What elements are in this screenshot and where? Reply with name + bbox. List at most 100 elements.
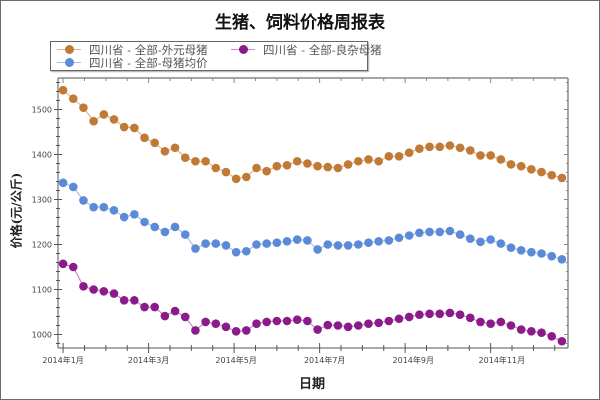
data-point-s0-40	[465, 146, 475, 155]
data-point-s1-44	[506, 321, 516, 330]
data-point-s1-48	[547, 332, 557, 341]
data-point-s1-40	[465, 313, 475, 323]
data-point-s2-43	[496, 239, 506, 248]
data-point-s0-48	[547, 170, 557, 180]
data-point-s1-49	[557, 336, 567, 346]
data-point-s2-19	[252, 240, 261, 249]
data-point-s2-2	[79, 196, 88, 205]
data-point-s1-16	[221, 322, 231, 332]
data-point-s1-12	[180, 312, 190, 322]
y-tick-label: 1000	[32, 331, 52, 340]
data-point-s2-7	[130, 210, 139, 219]
data-point-s2-39	[455, 230, 465, 239]
data-point-s2-27	[333, 241, 343, 250]
data-point-s0-7	[130, 123, 139, 133]
data-point-s0-1	[68, 94, 78, 103]
x-tick-label: 2014年9月	[393, 355, 434, 365]
data-point-s0-29	[353, 156, 363, 166]
data-point-s0-21	[272, 161, 282, 171]
data-point-s0-24	[303, 159, 312, 168]
data-point-s1-27	[333, 321, 343, 330]
data-point-s2-6	[119, 212, 129, 222]
data-point-s2-5	[109, 206, 119, 215]
data-point-s0-49	[557, 173, 567, 183]
data-point-s0-31	[374, 156, 383, 166]
data-point-s0-42	[486, 151, 495, 160]
data-point-s1-4	[99, 287, 109, 296]
data-point-s0-46	[527, 165, 536, 174]
legend-item-waiyuan: 四川省 - 全部-外元母猪	[57, 43, 208, 57]
data-point-s0-10	[160, 147, 170, 156]
data-point-s1-29	[353, 321, 363, 330]
data-point-s2-40	[465, 234, 475, 243]
data-point-s1-14	[201, 317, 210, 327]
data-point-s1-22	[282, 316, 292, 326]
data-point-s2-49	[557, 255, 567, 264]
data-point-s2-10	[160, 227, 170, 237]
data-point-s1-46	[527, 327, 536, 336]
y-tick-label: 1300	[32, 196, 52, 205]
data-point-s2-12	[180, 230, 190, 239]
data-point-s1-37	[435, 309, 445, 319]
data-point-s2-29	[353, 240, 363, 249]
data-point-s0-15	[211, 163, 221, 173]
data-point-s1-2	[79, 282, 88, 291]
legend-marker-icon	[231, 43, 255, 56]
data-point-s1-41	[476, 317, 485, 327]
data-point-s2-32	[384, 236, 394, 245]
y-tick-label: 1500	[32, 106, 52, 115]
data-point-s2-11	[170, 222, 180, 232]
data-point-s2-16	[221, 241, 231, 250]
x-tick-label: 2014年11月	[479, 355, 526, 365]
data-point-s0-4	[99, 110, 109, 119]
data-point-s1-43	[496, 317, 506, 327]
x-tick-label: 2014年7月	[304, 355, 345, 365]
data-point-s2-36	[425, 227, 434, 237]
data-point-s0-33	[394, 152, 404, 161]
data-point-s0-22	[282, 161, 292, 170]
data-point-s2-48	[547, 251, 557, 261]
data-point-s2-33	[394, 233, 404, 243]
data-point-s0-12	[180, 153, 190, 162]
legend-label: 四川省 - 全部-母猪均价	[89, 55, 208, 70]
data-point-s2-20	[262, 239, 271, 248]
data-point-s0-5	[109, 115, 119, 124]
data-point-s2-18	[242, 246, 251, 256]
y-tick-label: 1400	[32, 151, 52, 160]
data-point-s0-44	[506, 160, 516, 169]
data-point-s2-28	[343, 241, 353, 250]
data-point-s1-5	[109, 289, 119, 298]
data-point-s0-17	[231, 174, 241, 184]
data-point-s1-9	[150, 302, 160, 312]
data-point-s1-7	[130, 296, 139, 305]
data-point-s0-9	[150, 138, 160, 148]
data-point-s0-25	[313, 161, 322, 171]
data-point-s2-25	[313, 245, 322, 254]
data-point-s2-31	[374, 237, 383, 246]
data-point-s2-45	[516, 246, 526, 255]
data-point-s1-28	[343, 322, 353, 332]
legend-label: 四川省 - 全部-良杂母猪	[263, 42, 382, 57]
data-point-s2-17	[231, 247, 241, 257]
data-point-s0-30	[364, 155, 373, 164]
data-point-s2-3	[89, 202, 98, 212]
data-point-s0-14	[201, 156, 210, 166]
data-point-s1-26	[323, 320, 333, 330]
series-line-0	[62, 89, 563, 180]
data-point-s1-13	[191, 326, 200, 335]
legend-marker-icon	[57, 56, 81, 69]
data-point-s1-15	[211, 319, 221, 329]
data-point-s1-8	[140, 302, 149, 312]
data-point-s2-23	[292, 235, 302, 244]
data-point-s1-39	[455, 310, 465, 320]
data-point-s1-42	[486, 319, 495, 329]
data-point-s2-8	[140, 217, 149, 227]
data-point-s2-37	[435, 227, 445, 237]
data-point-s2-24	[303, 236, 312, 245]
x-axis-label: 日期	[298, 377, 325, 392]
data-point-s1-6	[119, 296, 129, 305]
data-point-s0-27	[333, 163, 343, 173]
data-point-s2-9	[150, 222, 160, 232]
data-point-s0-37	[435, 142, 445, 152]
